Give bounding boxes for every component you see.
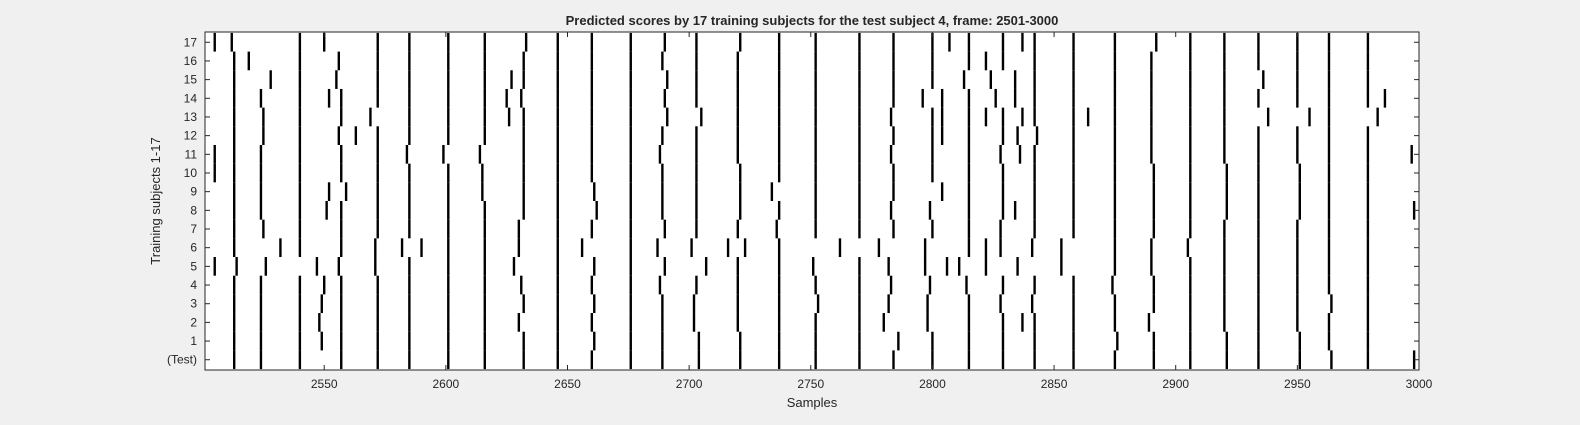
y-tick-label: (Test): [167, 353, 197, 367]
y-tick-label: 8: [190, 203, 197, 217]
y-tick-label: 16: [184, 54, 198, 68]
x-tick-label: 2800: [919, 377, 946, 391]
y-tick-label: 11: [185, 147, 198, 161]
event-marks: [213, 32, 1416, 370]
x-tick-label: 2900: [1162, 377, 1189, 391]
y-tick-label: 2: [190, 315, 197, 329]
x-tick-label: 2550: [311, 377, 338, 391]
y-tick-label: 3: [190, 297, 197, 311]
x-tick-label: 2750: [797, 377, 824, 391]
chart-title: Predicted scores by 17 training subjects…: [566, 13, 1059, 28]
y-tick-label: 6: [190, 241, 197, 255]
y-tick-label: 7: [190, 222, 197, 236]
y-tick-label: 15: [184, 73, 198, 87]
y-tick-label: 1: [190, 334, 197, 348]
x-tick-label: 2950: [1284, 377, 1311, 391]
x-tick-label: 2600: [433, 377, 460, 391]
y-tick-label: 13: [184, 110, 198, 124]
y-tick-label: 5: [190, 259, 197, 273]
y-tick-label: 9: [190, 185, 197, 199]
x-axis-label: Samples: [787, 395, 838, 410]
y-axis-label: Training subjects 1-17: [148, 137, 163, 264]
x-tick-label: 2850: [1041, 377, 1068, 391]
y-tick-label: 4: [190, 278, 197, 292]
y-tick-label: 14: [184, 91, 198, 105]
x-tick-label: 3000: [1406, 377, 1433, 391]
plot-frame: [204, 31, 1420, 371]
x-axis-ticks: 2550 2600 2650 2700 2750 2800 2850 2900 2950 3000: [311, 32, 1433, 391]
y-tick-label: 12: [184, 129, 198, 143]
x-tick-label: 2700: [676, 377, 703, 391]
plot-area: [205, 32, 1419, 370]
y-tick-label: 10: [184, 166, 198, 180]
x-tick-label: 2650: [554, 377, 581, 391]
y-tick-label: 17: [184, 35, 198, 49]
